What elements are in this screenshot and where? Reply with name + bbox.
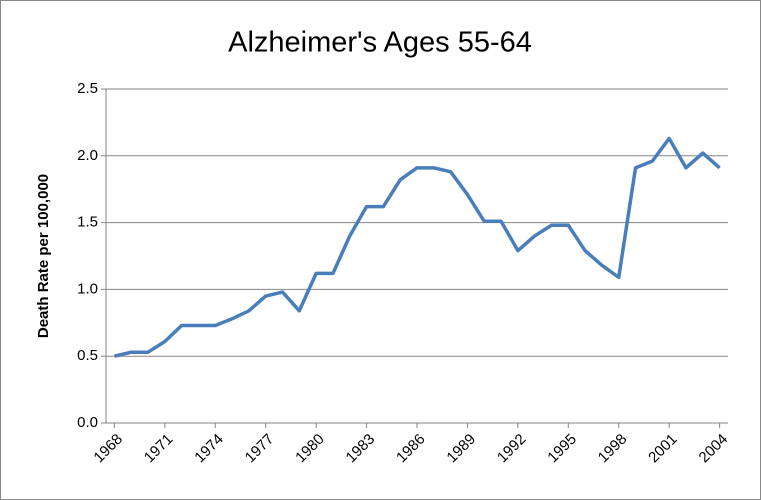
y-tick-label: 0.0 (77, 414, 98, 431)
y-tick-label: 2.5 (77, 80, 98, 97)
chart-title: Alzheimer's Ages 55-64 (228, 27, 532, 59)
y-tick-label: 0.5 (77, 347, 98, 364)
y-tick-label: 1.5 (77, 214, 98, 231)
y-axis-label: Death Rate per 100,000 (35, 174, 52, 338)
y-tick-label: 1.0 (77, 280, 98, 297)
data-line (113, 136, 721, 358)
y-tick-label: 2.0 (77, 147, 98, 164)
